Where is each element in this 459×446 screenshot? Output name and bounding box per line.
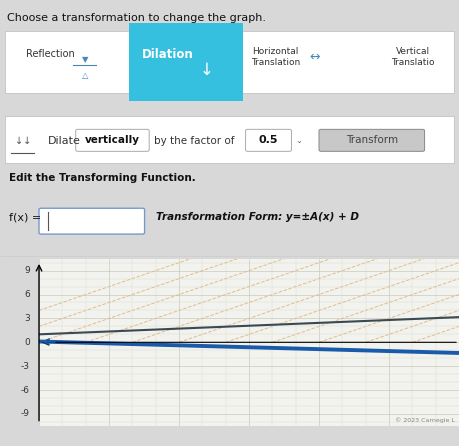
Text: © 2023 Carnegie L: © 2023 Carnegie L <box>395 417 455 423</box>
Text: ⌄: ⌄ <box>295 136 302 145</box>
FancyBboxPatch shape <box>76 129 149 151</box>
Text: Choose a transformation to change the graph.: Choose a transformation to change the gr… <box>7 13 266 23</box>
FancyBboxPatch shape <box>5 31 454 93</box>
Text: Reflection: Reflection <box>26 50 75 59</box>
Text: 0: 0 <box>24 338 30 347</box>
Text: -9: -9 <box>21 409 30 418</box>
Text: ↔: ↔ <box>309 50 319 63</box>
Text: △: △ <box>82 70 88 79</box>
Text: Transform: Transform <box>346 136 398 145</box>
Text: 9: 9 <box>24 266 30 275</box>
Text: Vertical
Translatio: Vertical Translatio <box>392 47 435 66</box>
FancyBboxPatch shape <box>39 208 145 234</box>
Text: ▼: ▼ <box>82 55 88 64</box>
Text: f(x) =: f(x) = <box>9 212 41 222</box>
FancyBboxPatch shape <box>319 129 425 151</box>
FancyBboxPatch shape <box>129 23 243 101</box>
Text: vertically: vertically <box>85 136 140 145</box>
Text: 0.5: 0.5 <box>259 136 278 145</box>
Text: Dilation: Dilation <box>142 48 193 61</box>
Text: -3: -3 <box>21 362 30 371</box>
Text: Transformation Form: y=±A(x) + D: Transformation Form: y=±A(x) + D <box>156 212 359 222</box>
Text: 3: 3 <box>24 314 30 323</box>
FancyBboxPatch shape <box>5 116 454 163</box>
Text: Edit the Transforming Function.: Edit the Transforming Function. <box>9 173 196 183</box>
Text: by the factor of: by the factor of <box>154 136 234 146</box>
Text: 6: 6 <box>24 290 30 299</box>
Text: ↓↓: ↓↓ <box>15 136 31 146</box>
Text: Horizontal
Translation: Horizontal Translation <box>251 47 300 66</box>
Text: Dilate: Dilate <box>48 136 81 146</box>
FancyBboxPatch shape <box>246 129 291 151</box>
Text: -6: -6 <box>21 386 30 395</box>
Text: ↓: ↓ <box>200 61 213 79</box>
